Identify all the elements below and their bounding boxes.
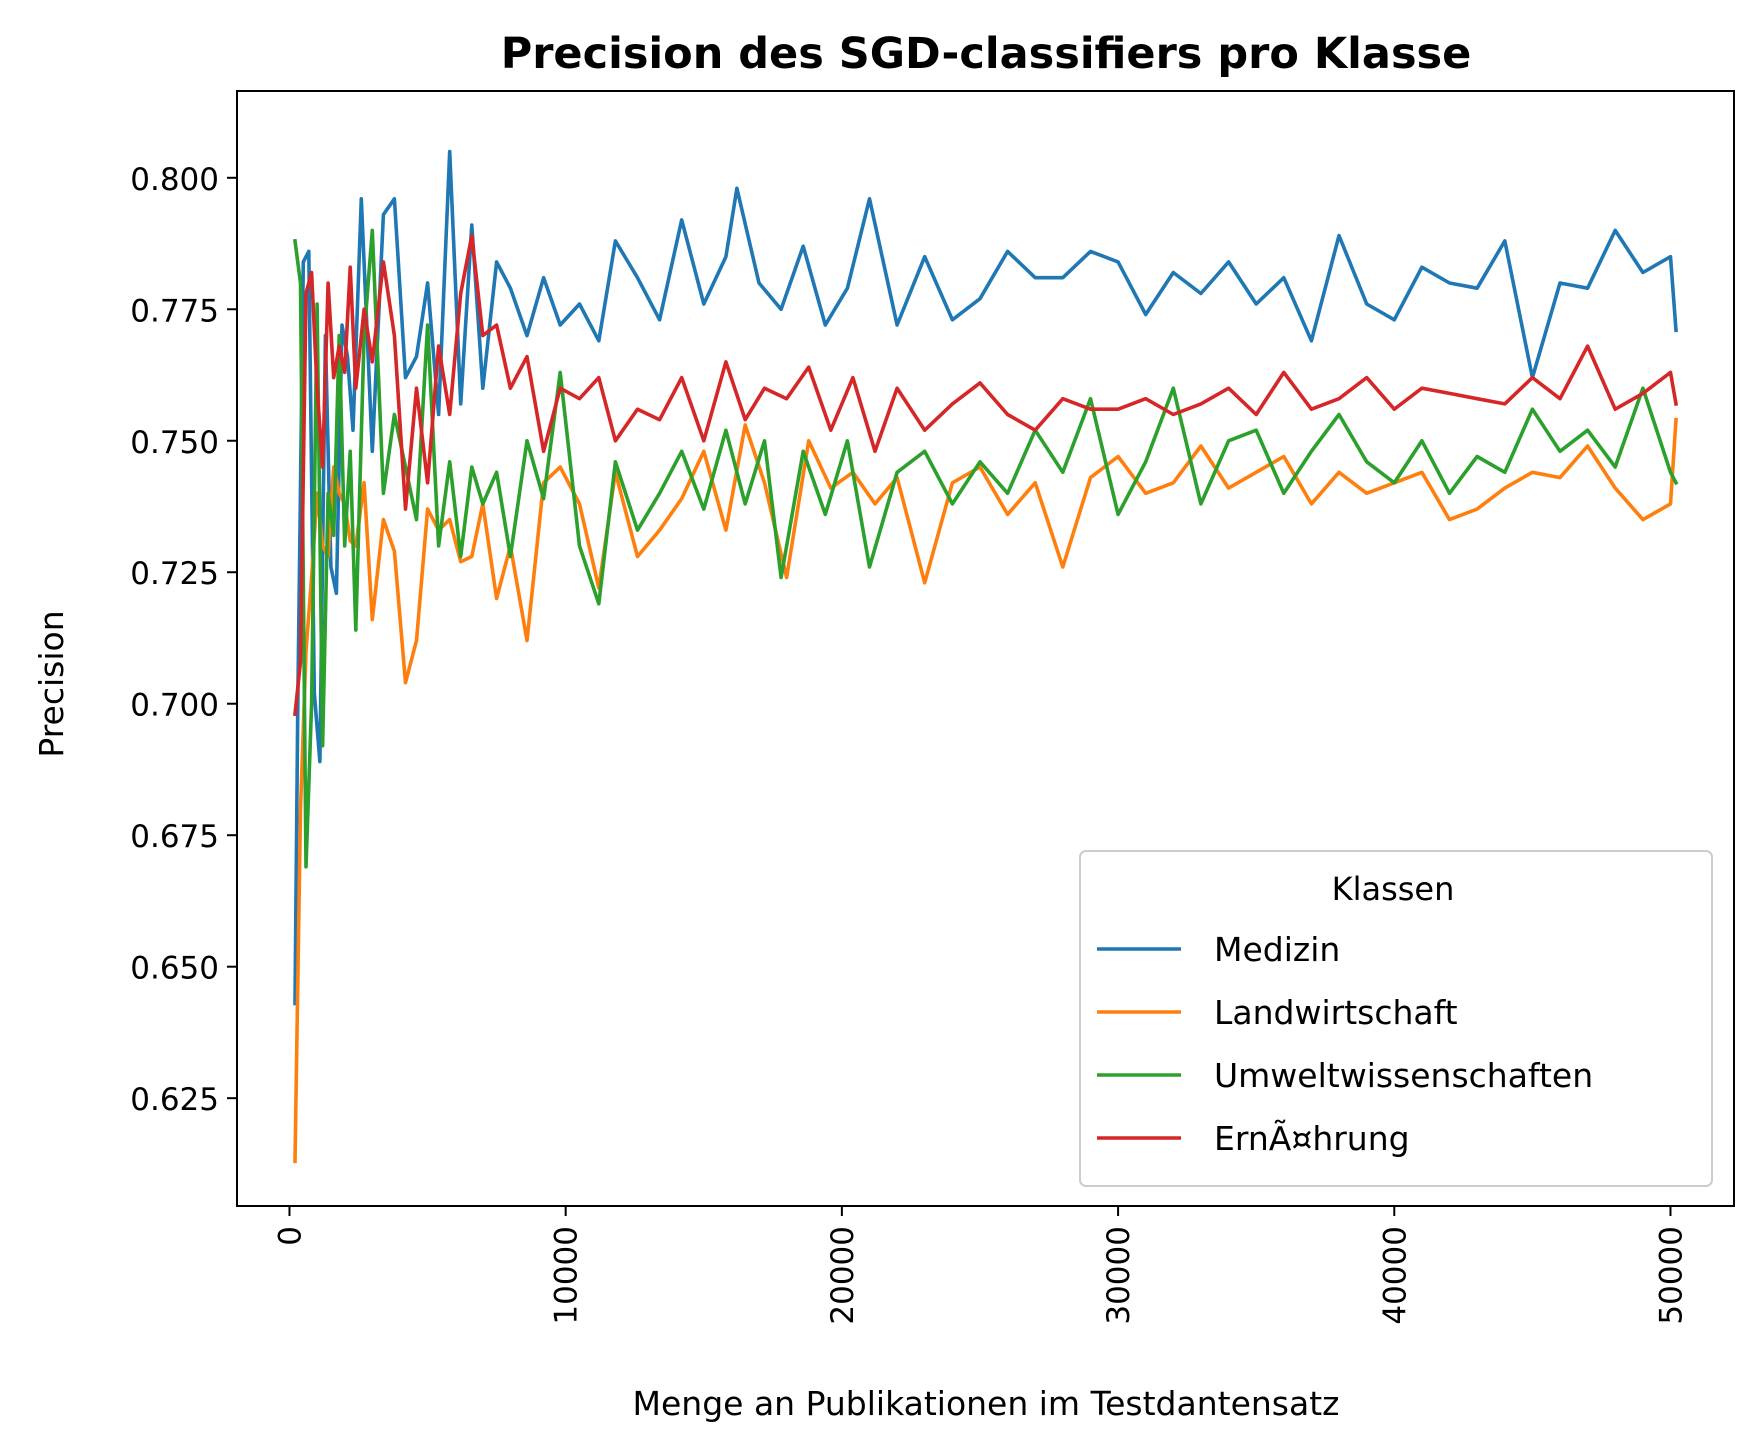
- y-axis-ticks: 0.625 0.650 0.675 0.700 0.725 0.750 0.775 0.800: [130, 162, 237, 1118]
- x-tick-label: 20000: [825, 1226, 861, 1325]
- legend-label-2: Umweltwissenschaften: [1214, 1056, 1593, 1095]
- y-tick-label: 0.675: [130, 819, 219, 855]
- legend-box: [1079, 850, 1713, 1187]
- x-tick-label: 10000: [549, 1226, 585, 1325]
- x-axis-label: Menge an Publikationen im Testdantensatz: [633, 1384, 1340, 1423]
- y-tick-label: 0.800: [130, 162, 219, 198]
- x-tick-label: 30000: [1101, 1226, 1137, 1325]
- legend-label-1: Landwirtschaft: [1214, 993, 1458, 1032]
- series-group: [292, 149, 1679, 1164]
- legend-label-3: ErnÃ¤hrung: [1214, 1119, 1410, 1158]
- y-tick-label: 0.725: [130, 556, 219, 592]
- x-tick-label: 50000: [1653, 1226, 1689, 1325]
- series-line-0: [293, 149, 1678, 1006]
- chart-title: Precision des SGD-classifiers pro Klasse: [501, 29, 1472, 79]
- y-tick-label: 0.750: [130, 425, 219, 461]
- plot-frame: [236, 90, 1735, 1207]
- series-line-3: [293, 233, 1679, 717]
- plot-area: 0.625 0.650 0.675 0.700 0.725 0.750 0.775 0.800…: [130, 90, 1735, 1325]
- y-tick-label: 0.775: [130, 293, 219, 329]
- legend-title: Klassen: [1332, 870, 1455, 908]
- x-axis-ticks: 0 10000 20000 30000 40000 50000: [272, 1206, 1689, 1325]
- legend-label-0: Medizin: [1214, 930, 1340, 969]
- y-axis-label: Precision: [32, 610, 71, 757]
- x-tick-label: 0: [272, 1226, 308, 1246]
- series-line-1: [293, 417, 1678, 1164]
- y-tick-label: 0.650: [130, 951, 219, 987]
- y-tick-label: 0.700: [130, 688, 219, 724]
- y-tick-label: 0.625: [130, 1082, 219, 1118]
- x-tick-label: 40000: [1377, 1226, 1413, 1325]
- legend: Klassen Medizin Landwirtschaft Umweltwissen…: [1079, 850, 1713, 1187]
